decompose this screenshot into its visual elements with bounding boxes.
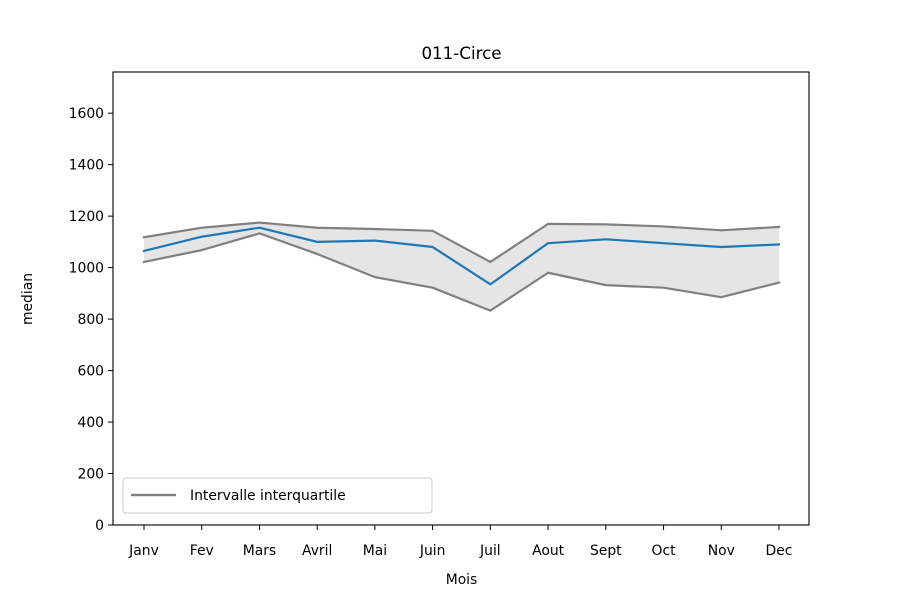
upper-quartile-line (142, 221, 781, 264)
legend-box (122, 477, 433, 514)
x-tick-label-Oct: Oct (652, 543, 677, 559)
x-tick-label-Juin: Juin (419, 543, 446, 559)
median-line (142, 226, 781, 286)
y-axis-title: median (20, 273, 36, 325)
x-tick-label-Sept: Sept (590, 543, 622, 559)
x-tick-label-Dec: Dec (766, 543, 793, 559)
y-tick-label-1200: 1200 (69, 209, 104, 225)
x-tick-label-Avril: Avril (302, 543, 332, 559)
x-tick-label-Juil: Juil (479, 543, 501, 559)
y-tick-label-200: 200 (77, 467, 104, 483)
y-tick-label-400: 400 (77, 415, 104, 431)
x-tick-label-Mars: Mars (243, 543, 276, 559)
x-axis-title: Mois (446, 572, 478, 588)
legend: Intervalle interquartile (122, 477, 433, 514)
axes-frame (112, 71, 810, 526)
chart-title: 011-Circe (421, 43, 501, 63)
x-tick-label-Aout: Aout (532, 543, 565, 559)
x-tick-label-Fev: Fev (190, 543, 214, 559)
y-tick-label-1000: 1000 (69, 261, 104, 277)
lower-quartile-line (142, 232, 781, 312)
legend-label-iqr: Intervalle interquartile (190, 488, 346, 504)
y-tick-label-0: 0 (95, 518, 104, 534)
y-tick-label-600: 600 (77, 364, 104, 380)
x-tick-label-Janv: Janv (128, 543, 159, 559)
x-tick-label-Nov: Nov (708, 543, 735, 559)
y-tick-label-1400: 1400 (69, 158, 104, 174)
x-tick-label-Mai: Mai (363, 543, 387, 559)
plot-area: 0 200 400 600 800 1000 1200 1400 1600 Janv Fev Mars… (69, 71, 810, 559)
y-tick-label-1600: 1600 (69, 106, 104, 122)
y-tick-label-800: 800 (77, 312, 104, 328)
